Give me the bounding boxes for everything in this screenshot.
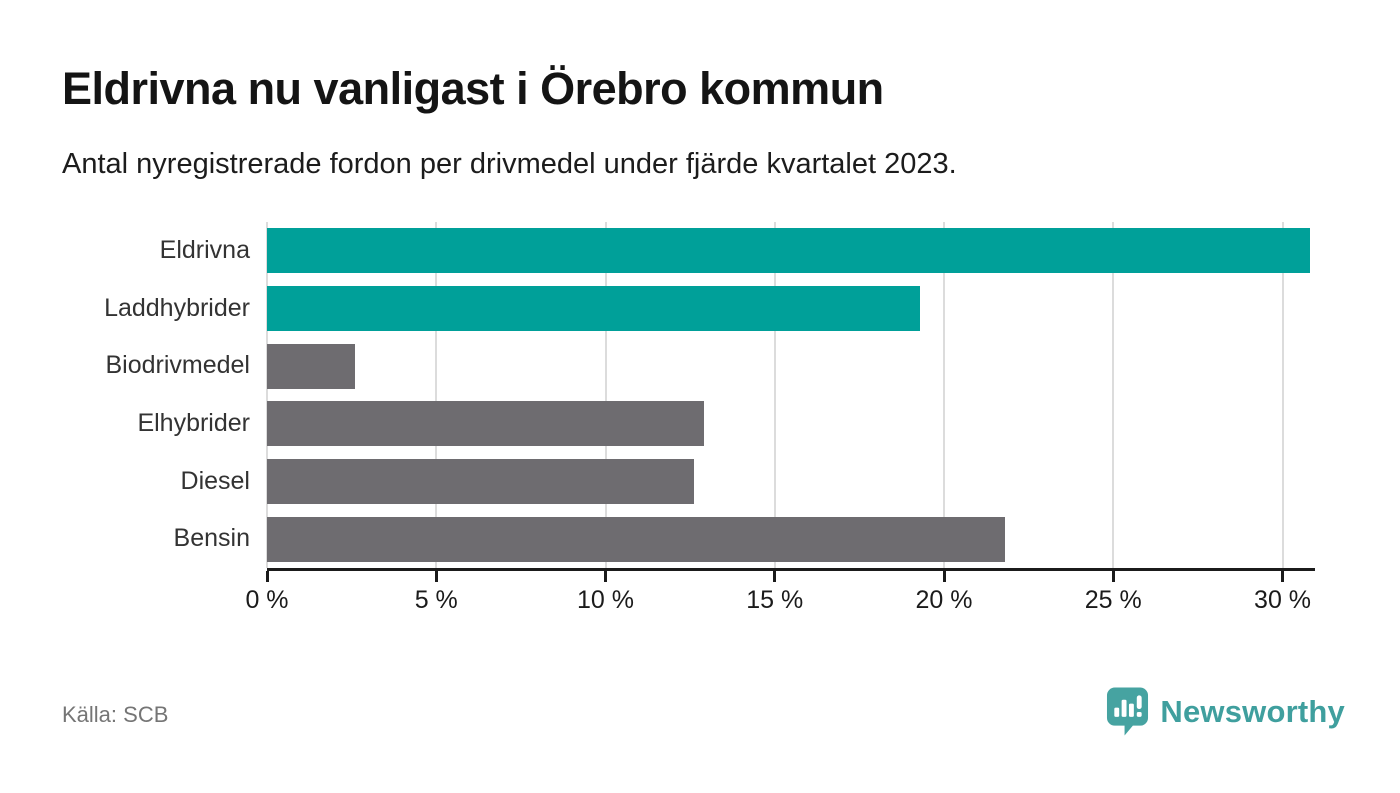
category-label-eldrivna: Eldrivna: [159, 235, 250, 264]
x-tick-10: [604, 571, 607, 582]
gridline-15: [773, 222, 776, 568]
bar-laddhybrider: [267, 286, 921, 331]
category-label-laddhybrider: Laddhybrider: [104, 293, 250, 322]
page-subtitle: Antal nyregistrerade fordon per drivmede…: [62, 148, 957, 180]
plot-area: [266, 222, 1313, 568]
x-axis: 0 % 5 % 10 % 15 % 20 % 25 % 30 %: [245, 568, 1315, 628]
newsworthy-speech-bubble-chart-icon: [1106, 687, 1149, 736]
gridline-10: [604, 222, 607, 568]
category-label-elhybrider: Elhybrider: [137, 408, 250, 437]
category-label-biodrivmedel: Biodrivmedel: [105, 351, 250, 380]
x-tick-label-20: 20 %: [915, 586, 973, 614]
x-tick-label-15: 15 %: [746, 586, 804, 614]
source-label: Källa: SCB: [62, 702, 169, 727]
category-label-column: Eldrivna Laddhybrider Biodrivmedel Elhybrid…: [0, 222, 250, 568]
x-tick-label-0: 0 %: [245, 586, 289, 614]
bar-bensin: [267, 516, 1005, 562]
x-tick-5: [434, 571, 438, 582]
gridline-25: [1112, 222, 1115, 568]
bar-diesel: [267, 459, 694, 504]
x-tick-label-10: 10 %: [577, 586, 634, 614]
page-title: Eldrivna nu vanligast i Örebro kommun: [62, 63, 884, 114]
x-tick-label-25: 25 %: [1084, 586, 1142, 614]
x-axis-line: [267, 568, 1315, 571]
category-label-bensin: Bensin: [173, 524, 250, 553]
gridline-20: [943, 222, 946, 568]
bar-biodrivmedel: [267, 343, 355, 389]
x-tick-25: [1111, 571, 1115, 582]
bar-eldrivna: [267, 228, 1310, 274]
x-tick-label-5: 5 %: [414, 586, 458, 614]
newsworthy-wordmark: Newsworthy: [1160, 693, 1345, 729]
x-tick-20: [942, 571, 946, 582]
gridline-0: [266, 222, 268, 568]
x-tick-30: [1281, 571, 1285, 582]
gridline-30: [1281, 222, 1284, 568]
x-tick-0: [265, 571, 269, 582]
bar-elhybrider: [267, 401, 704, 447]
newsworthy-logo: Newsworthy: [1106, 687, 1345, 736]
category-label-diesel: Diesel: [180, 466, 250, 495]
x-tick-label-30: 30 %: [1254, 586, 1312, 614]
x-tick-15: [773, 571, 777, 582]
gridline-5: [435, 222, 438, 568]
